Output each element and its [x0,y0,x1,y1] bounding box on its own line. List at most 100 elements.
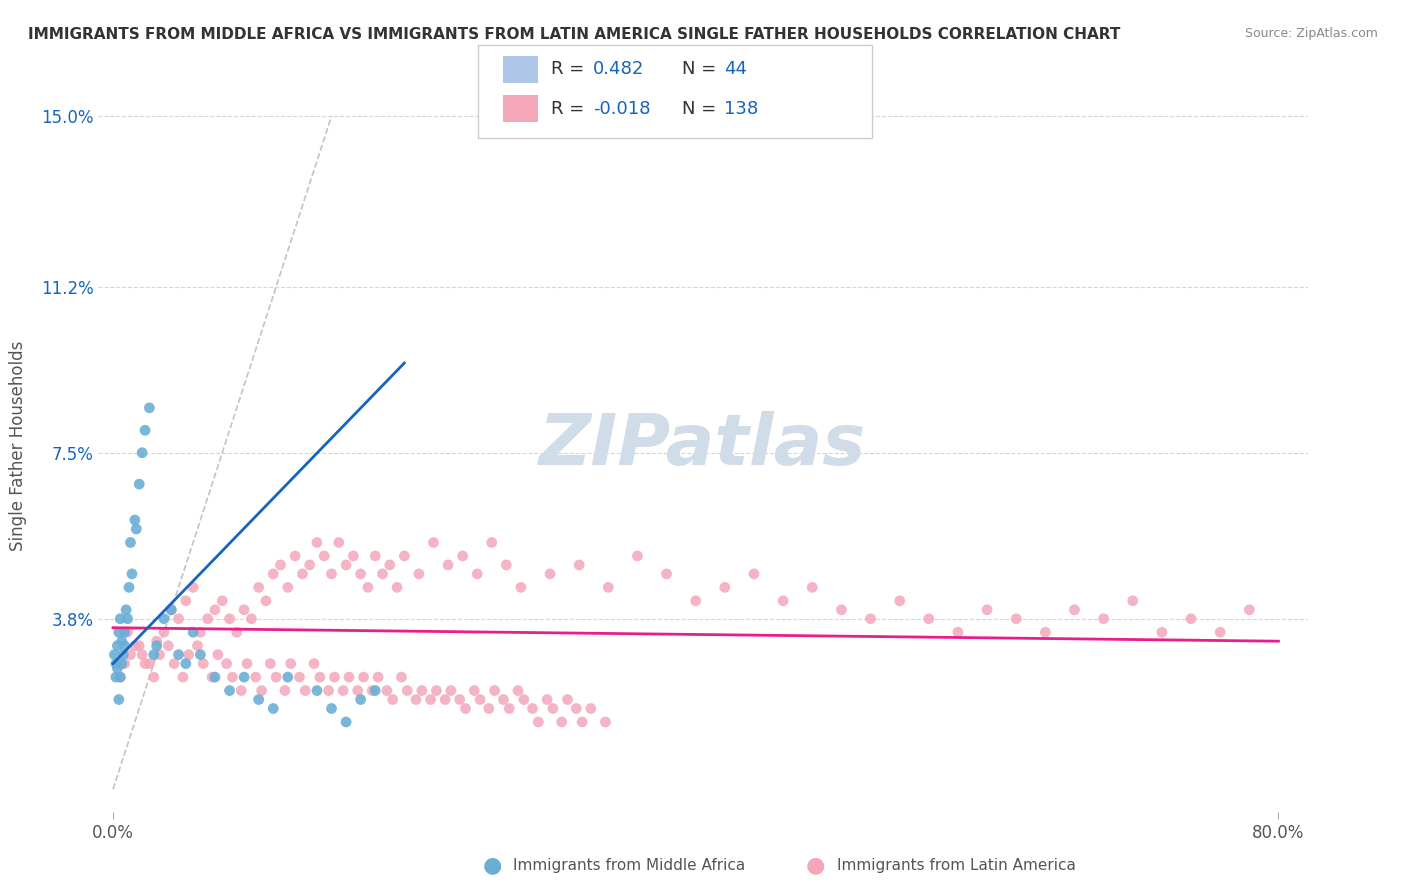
Point [142,648,165,662]
Point [598,580,620,594]
Point [298,558,321,572]
Point [305,683,328,698]
Point [274,683,297,698]
Point [484,683,506,698]
Point [120,535,142,549]
Point [422,535,444,549]
Point [541,701,564,715]
Point [335,714,357,729]
Point [215,657,238,671]
Point [714,580,737,594]
Point [288,670,311,684]
Point [103,648,125,662]
Point [976,603,998,617]
Point [221,670,243,684]
Point [270,558,292,572]
Point [449,692,471,706]
Point [153,612,176,626]
Point [104,670,127,684]
Point [495,558,517,572]
Point [350,566,373,581]
Point [121,566,143,581]
Point [114,657,136,671]
Point [186,639,208,653]
Point [568,558,591,572]
Point [124,513,146,527]
Point [371,566,394,581]
Point [527,714,550,729]
Point [134,657,156,671]
Point [918,612,941,626]
Point [114,625,136,640]
Point [321,566,343,581]
Point [1180,612,1202,626]
Point [946,625,969,640]
Point [277,580,299,594]
Point [411,683,433,698]
Point [425,683,447,698]
Point [408,566,430,581]
Point [128,477,150,491]
Point [160,603,183,617]
Point [1063,603,1085,617]
Point [163,657,186,671]
Text: ●: ● [806,855,825,875]
Point [1033,625,1056,640]
Point [197,612,219,626]
Point [110,612,132,626]
Point [149,648,172,662]
Point [405,692,427,706]
Text: Immigrants from Latin America: Immigrants from Latin America [837,858,1076,872]
Text: 44: 44 [724,60,747,78]
Point [284,549,307,563]
Point [314,549,336,563]
Text: 0.482: 0.482 [593,60,645,78]
Point [308,670,330,684]
Text: -0.018: -0.018 [593,100,651,118]
Text: ZIPatlas: ZIPatlas [540,411,866,481]
Point [468,692,491,706]
Point [655,566,678,581]
Point [396,683,419,698]
Point [509,580,531,594]
Point [225,625,247,640]
Point [254,594,277,608]
Point [391,670,413,684]
Point [1122,594,1144,608]
Point [193,657,215,671]
Point [465,566,488,581]
Point [626,549,648,563]
Point [291,566,314,581]
Point [181,580,204,594]
Text: N =: N = [682,100,721,118]
Point [440,683,463,698]
Point [250,683,273,698]
Point [353,670,375,684]
Point [394,549,416,563]
Point [361,683,384,698]
Point [138,401,160,415]
Point [120,648,142,662]
Point [233,670,256,684]
Point [115,603,138,617]
Point [117,625,139,640]
Point [318,683,340,698]
Point [321,701,343,715]
Point [742,566,765,581]
Point [124,639,146,653]
Point [522,701,544,715]
Point [125,522,148,536]
Point [328,535,350,549]
Point [172,670,194,684]
Point [111,634,134,648]
Point [772,594,794,608]
Point [153,625,176,640]
Text: Source: ZipAtlas.com: Source: ZipAtlas.com [1244,27,1378,40]
Point [451,549,474,563]
Point [138,657,160,671]
Text: Immigrants from Middle Africa: Immigrants from Middle Africa [513,858,745,872]
Point [1150,625,1173,640]
Point [481,535,503,549]
Point [332,683,354,698]
Point [231,683,253,698]
